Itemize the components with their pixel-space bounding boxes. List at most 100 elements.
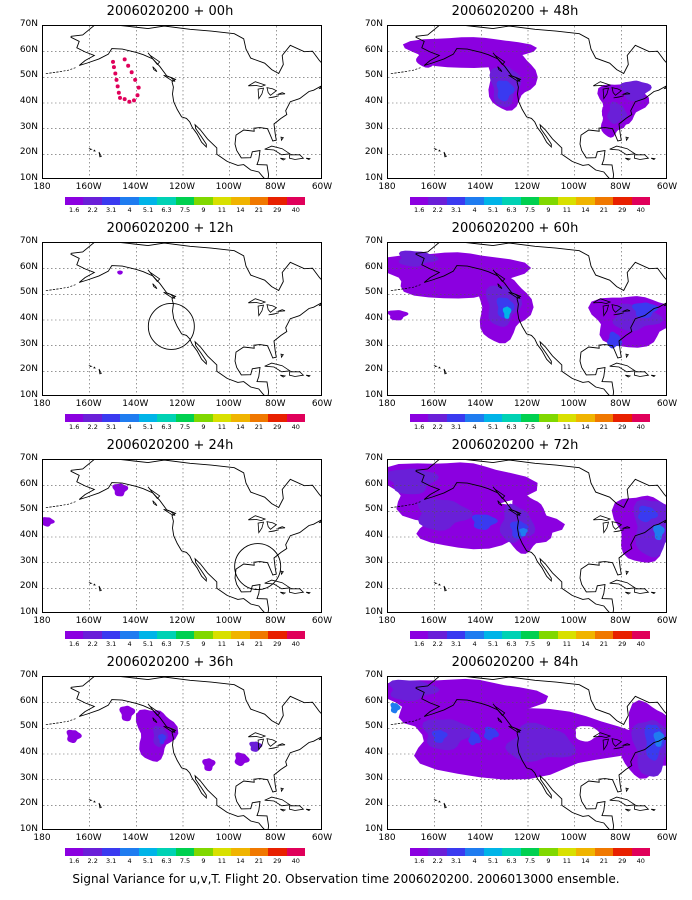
observation-point [113, 71, 118, 76]
variance-contour [202, 758, 216, 772]
colorbar-swatch [594, 848, 614, 856]
colorbar-swatch [101, 631, 121, 639]
colorbar-label: 21 [599, 206, 608, 214]
colorbar-swatch [557, 197, 577, 205]
map-canvas [388, 460, 666, 612]
panel-title: 2006020200 + 84h [451, 655, 579, 670]
lat-tick-label: 70N [364, 236, 383, 246]
colorbar-label: 14 [581, 206, 590, 214]
colorbar-label: 29 [618, 857, 627, 865]
colorbar-label: 14 [581, 423, 590, 431]
variance-contour [607, 101, 628, 124]
lat-tick-label: 50N [19, 504, 38, 515]
variance-contour [619, 80, 652, 102]
lat-tick-label: 20N [364, 147, 383, 158]
lat-tick-label: 10N [364, 824, 383, 834]
colorbar-label: 2.2 [87, 640, 98, 648]
map-panel-00h: 2006020200 + 00h 70N 60N 50N 40N 30N 20N 10N 180… [10, 4, 332, 214]
colorbar-swatch [465, 631, 484, 639]
variance-contour [117, 270, 123, 275]
colorbar-swatch [212, 631, 232, 639]
colorbar-label: 3.1 [105, 206, 117, 214]
panel-title: 2006020200 + 60h [451, 221, 579, 236]
colorbar-label: 21 [599, 857, 608, 865]
colorbar-label: 6.3 [506, 857, 517, 865]
lat-tick-label: 40N [364, 96, 383, 106]
colorbar-swatch [175, 631, 195, 639]
lon-tick-label: 160W [420, 616, 447, 626]
lon-tick-label: 80W [610, 182, 631, 192]
colorbar-swatch [286, 197, 306, 205]
observation-point [129, 70, 134, 75]
lon-tick-label: 120W [168, 616, 196, 626]
colorbar-swatch [446, 848, 466, 856]
colorbar-swatch [120, 197, 139, 205]
map-area [387, 676, 667, 830]
variance-contour [502, 306, 512, 319]
lon-tick-label: 60W [311, 616, 333, 626]
variance-contour [575, 726, 600, 742]
lon-tick-label: 60W [311, 399, 333, 409]
colorbar-swatch [631, 848, 651, 856]
colorbar-label: 1.6 [414, 206, 425, 214]
lon-tick-label: 120W [168, 833, 196, 843]
lat-tick-label: 30N [364, 772, 383, 783]
observation-point [136, 85, 141, 90]
colorbar-swatch [557, 631, 577, 639]
colorbar-swatch [465, 197, 484, 205]
colorbar-swatch [594, 197, 614, 205]
colorbar-label: 6.3 [161, 857, 172, 865]
figure-caption: Signal Variance for u,v,T. Flight 20. Ob… [72, 872, 620, 886]
colorbar-label: 3.1 [105, 640, 117, 648]
lat-tick-label: 40N [364, 313, 383, 323]
colorbar-swatch [120, 848, 139, 856]
lat-tick-label: 50N [19, 721, 38, 732]
variance-contour [389, 679, 440, 701]
variance-contour [66, 729, 82, 743]
colorbar-swatch [286, 631, 306, 639]
colorbar-label: 1.6 [69, 640, 80, 648]
colorbar-label: 40 [291, 857, 300, 865]
colorbar-swatch [231, 414, 250, 422]
colorbar-swatch [120, 414, 139, 422]
variance-contour [653, 524, 665, 541]
colorbar-label: 1.6 [414, 857, 425, 865]
lon-tick-label: 160W [75, 833, 102, 843]
colorbar-swatch [101, 848, 121, 856]
colorbar-swatch [249, 197, 269, 205]
lat-tick-label: 60N [364, 44, 383, 55]
lon-tick-label: 60W [656, 399, 678, 409]
variance-contour [509, 520, 529, 539]
lon-tick-label: 60W [656, 833, 678, 843]
variance-contour [519, 528, 528, 537]
map-panel-48h: 2006020200 + 48h 70N 60N 50N 40N 30N 20N 10N 180… [355, 4, 677, 214]
colorbar-swatch [101, 414, 121, 422]
colorbar-swatch [502, 848, 521, 856]
lat-tick-label: 20N [19, 364, 38, 375]
map-area [42, 459, 322, 613]
lat-tick-label: 60N [19, 478, 38, 489]
lat-tick-label: 70N [19, 453, 38, 463]
colorbar-swatch [539, 631, 558, 639]
lon-tick-label: 100W [560, 833, 587, 843]
map-canvas [43, 460, 321, 612]
colorbar-swatch [410, 414, 429, 422]
colorbar-swatch [520, 414, 540, 422]
colorbar-swatch [268, 631, 287, 639]
colorbar-label: 29 [273, 857, 282, 865]
colorbar-label: 6.3 [506, 206, 517, 214]
colorbar-label: 6.3 [506, 423, 517, 431]
colorbar-swatch [410, 631, 429, 639]
lat-tick-label: 40N [19, 530, 38, 540]
lat-tick-label: 70N [364, 453, 383, 463]
colorbar [410, 197, 651, 205]
colorbar-label: 7.5 [179, 640, 191, 648]
map-area [42, 242, 322, 396]
lon-tick-label: 100W [215, 616, 242, 626]
lon-tick-label: 140W [122, 833, 149, 843]
lat-tick-label: 70N [19, 236, 38, 246]
colorbar-label: 21 [254, 206, 263, 214]
colorbar [410, 414, 651, 422]
map-panel-84h: 2006020200 + 84h 70N 60N 50N 40N 30N 20N 10N 180… [355, 655, 678, 865]
colorbar-label: 14 [581, 640, 590, 648]
